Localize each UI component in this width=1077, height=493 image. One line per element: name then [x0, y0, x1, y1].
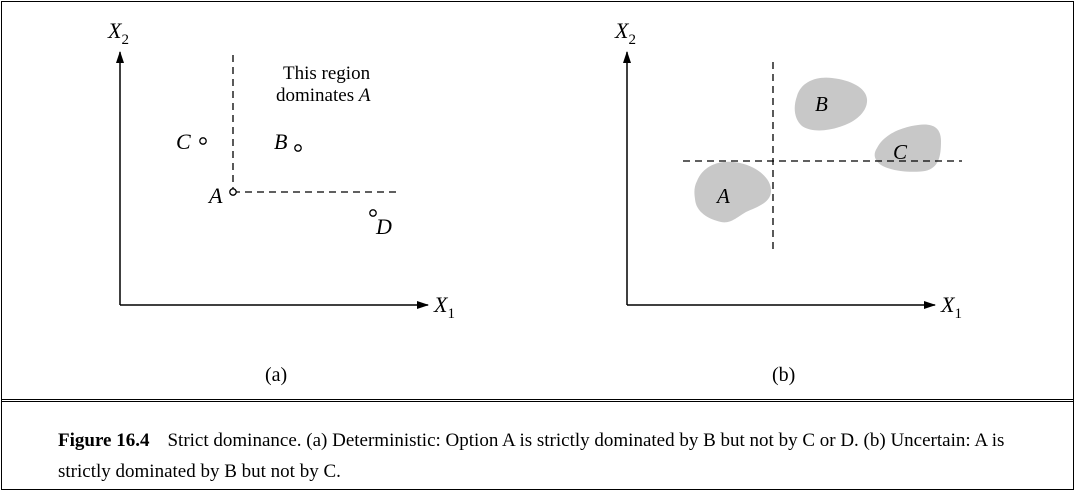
blob-a-label: A: [715, 184, 730, 208]
blob-c: [874, 124, 941, 172]
blob-c-label: C: [893, 140, 908, 164]
figure-caption-text: Strict dominance. (a) Deterministic: Opt…: [58, 430, 1005, 482]
point-c-marker: [199, 137, 207, 145]
point-d-marker: [369, 209, 377, 217]
point-b-marker: [294, 144, 302, 152]
figure-caption: Figure 16.4 Strict dominance. (a) Determi…: [58, 425, 1048, 487]
point-a-marker: [229, 188, 237, 196]
panel-b-y-axis-label: X2: [614, 18, 636, 48]
panel-b-label: (b): [772, 364, 795, 386]
blob-b-label: B: [815, 92, 828, 116]
point-b-label: B: [274, 129, 287, 154]
panel-a-region-label-line1: This region: [283, 63, 371, 84]
blob-a: [694, 161, 772, 223]
panel-b: X2 X1 A B C (b): [614, 18, 962, 386]
point-c-label: C: [176, 129, 191, 154]
panel-b-x-axis-label: X1: [940, 292, 962, 322]
panel-a-x-axis-label: X1: [433, 292, 455, 322]
panel-a-label: (a): [265, 364, 287, 386]
point-d-label: D: [375, 214, 392, 239]
blob-b: [794, 77, 868, 131]
panel-a-y-axis-label: X2: [107, 18, 129, 48]
point-a-label: A: [207, 183, 223, 208]
figure-caption-label: Figure 16.4: [58, 430, 150, 451]
panel-divider: [2, 399, 1073, 402]
panel-a-region-label-line2: dominates A: [276, 85, 371, 106]
panel-a: X2 X1 This region dominates A A B C D (a…: [107, 18, 455, 386]
